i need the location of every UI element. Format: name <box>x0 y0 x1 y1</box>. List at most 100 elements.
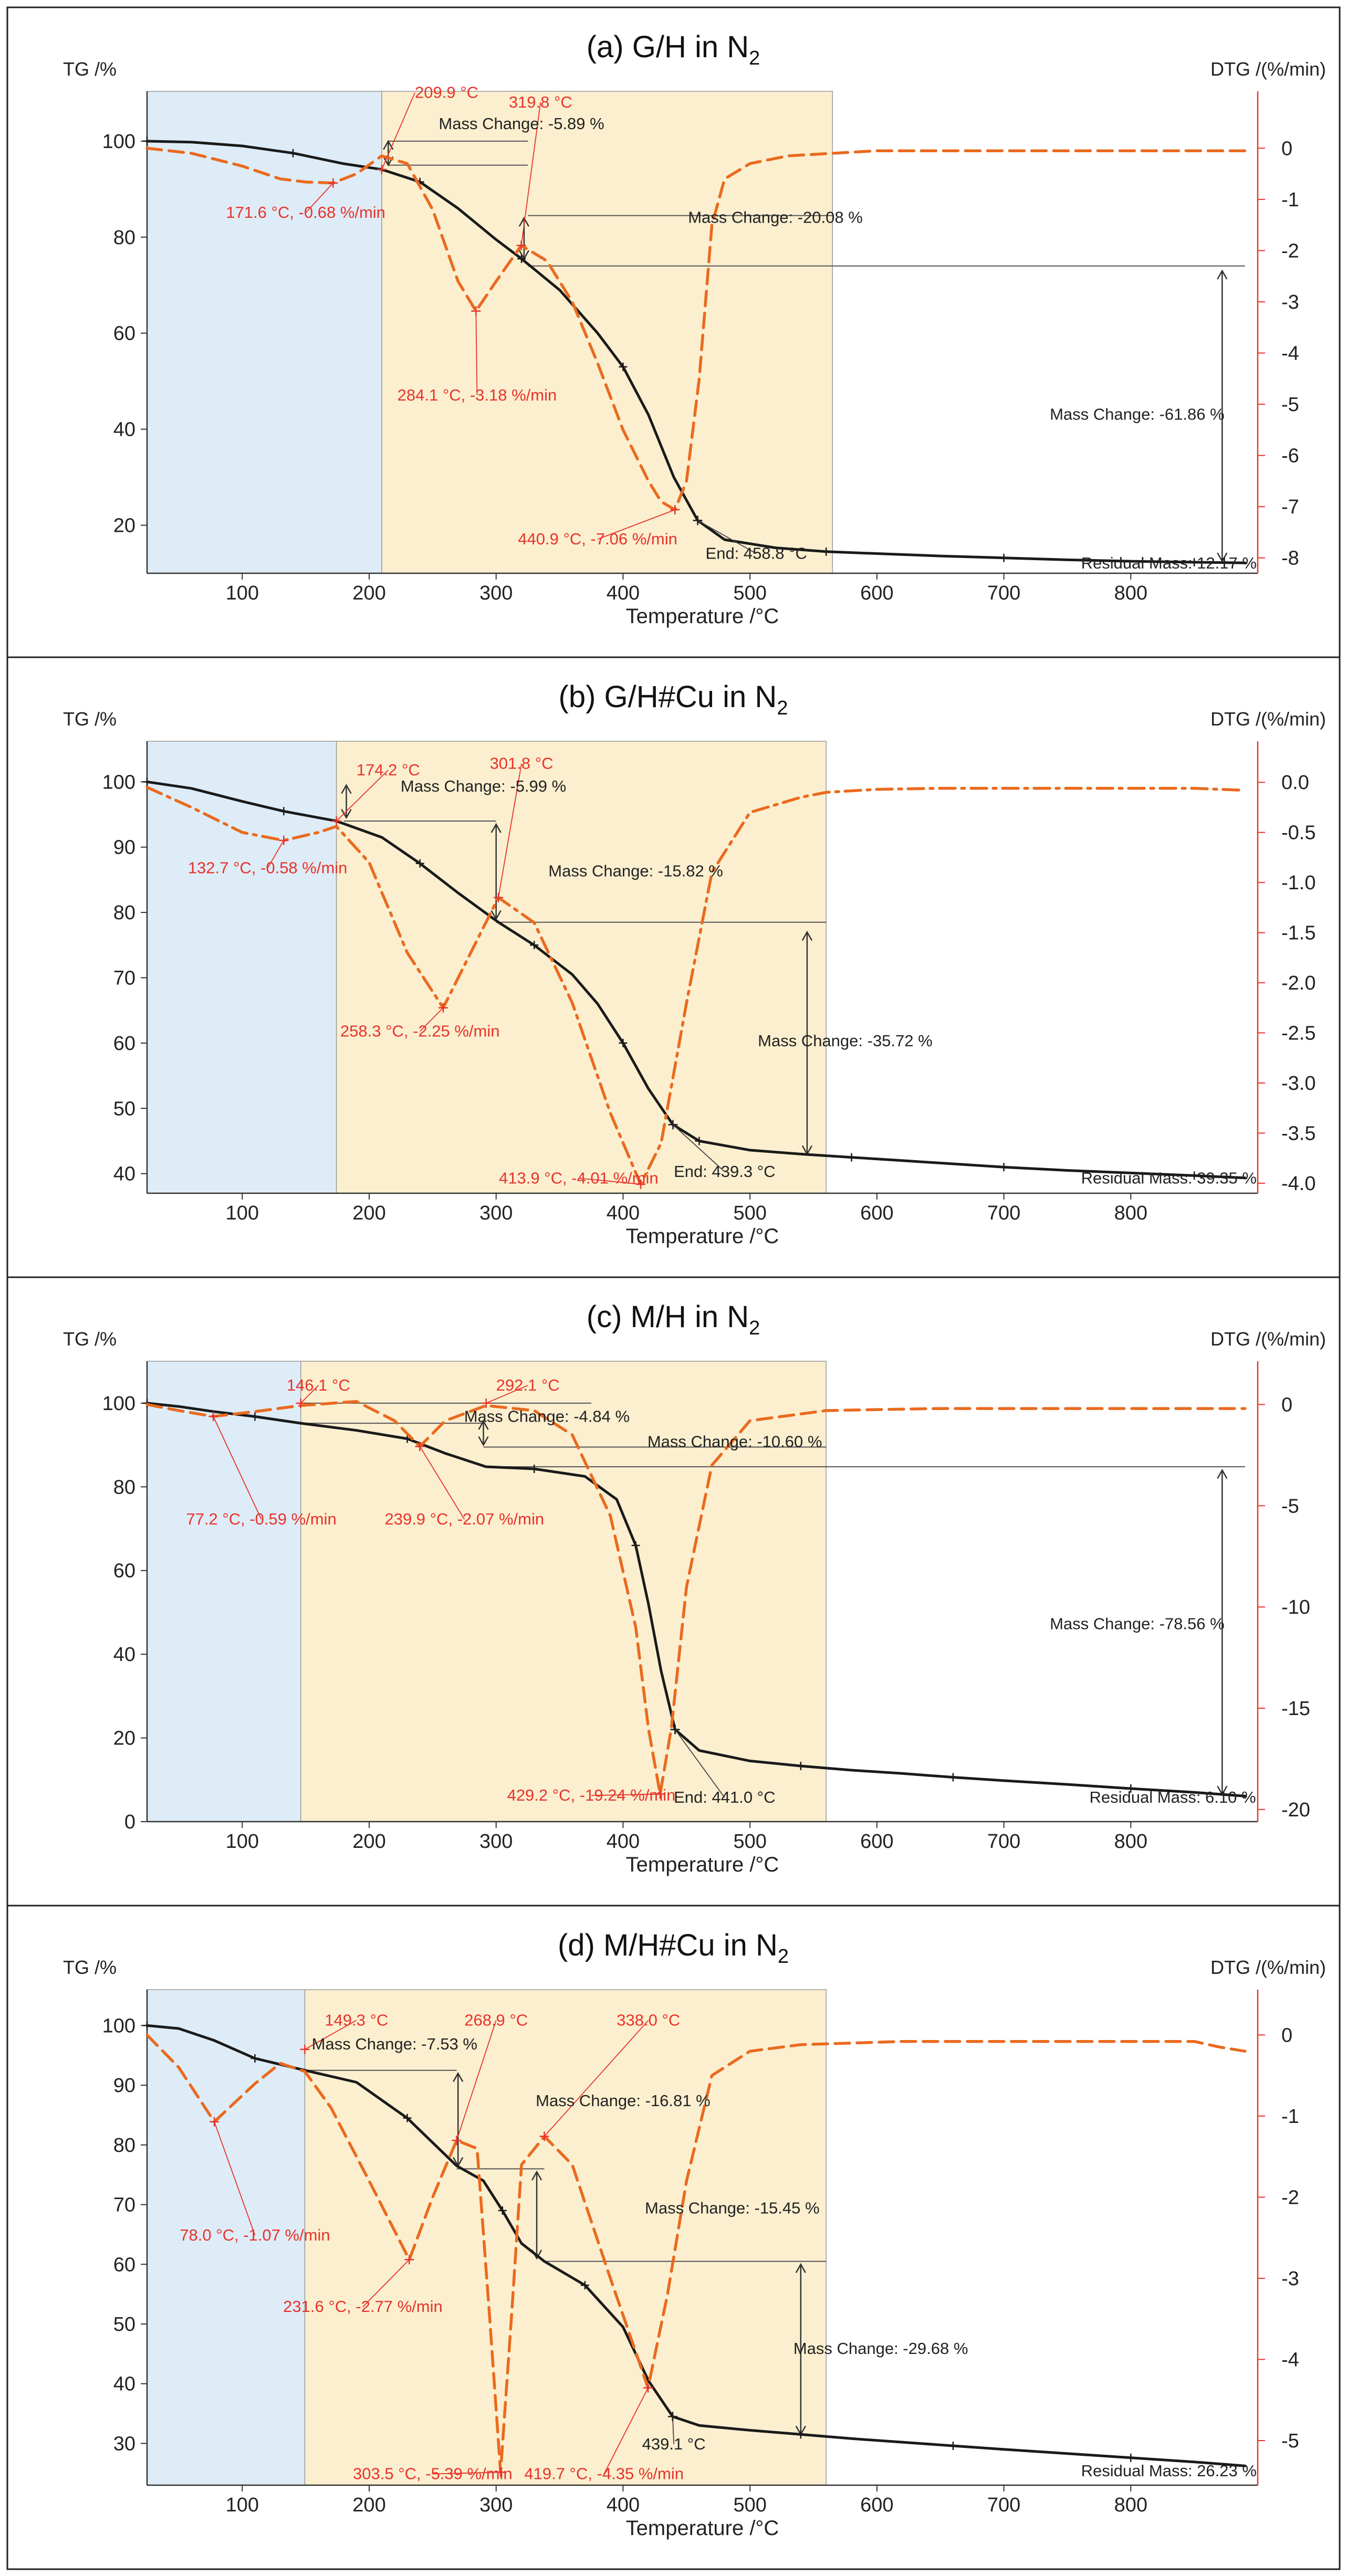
dtg-curve <box>145 146 1247 511</box>
peak-annotation-label: 319.8 °C <box>509 93 572 111</box>
tg-marker <box>415 859 424 868</box>
tg-marker <box>279 807 288 816</box>
y-left-tick-label: 100 <box>102 771 135 793</box>
x-tick-label: 500 <box>733 582 766 604</box>
x-tick-label: 800 <box>1114 582 1147 604</box>
x-tick-label: 500 <box>733 2494 766 2516</box>
panel-title-subscript: 2 <box>749 1317 760 1339</box>
x-tick-label: 400 <box>607 1831 640 1853</box>
x-tick-label: 500 <box>733 1831 766 1853</box>
annotation-leader <box>520 102 541 246</box>
x-tick-label: 500 <box>733 1202 766 1224</box>
y-left-tick-label: 70 <box>113 968 135 990</box>
y-left-tick-label: 70 <box>113 2194 135 2216</box>
y-right-tick-label: -0.5 <box>1281 822 1315 844</box>
mass-annotation-label: Mass Change: -5.89 % <box>438 114 604 133</box>
annotation-leader <box>420 1007 444 1032</box>
tg-marker <box>948 1773 957 1782</box>
y-left-tick-label: 40 <box>113 2373 135 2395</box>
x-tick-label: 700 <box>987 1202 1020 1224</box>
y-right-tick-label: -3 <box>1281 2268 1299 2290</box>
panel-title-main: (d) M/H#Cu in N <box>558 1928 778 1962</box>
y-axis-left-label: TG /% <box>63 1328 117 1350</box>
annotation-point <box>636 1179 646 1189</box>
mass-annotation-label: Mass Change: -10.60 % <box>648 1433 822 1451</box>
x-tick-label: 600 <box>860 2494 893 2516</box>
annotation-leader <box>475 311 478 395</box>
y-right-tick-label: -4.0 <box>1281 1173 1315 1195</box>
y-axis-right-label: DTG /(%/min) <box>1210 708 1326 730</box>
arrow-head-up <box>795 2263 806 2273</box>
peak-annotation-label: 174.2 °C <box>357 761 420 779</box>
annotation-leader <box>432 2472 501 2475</box>
y-right-tick-label: -15 <box>1281 1698 1310 1720</box>
y-axis-left-label: TG /% <box>63 708 117 730</box>
annotation-point <box>670 505 680 515</box>
y-left-tick-label: 50 <box>113 2314 135 2336</box>
y-left-tick-label: 0 <box>124 1811 135 1833</box>
annotation-point <box>516 240 526 250</box>
y-axis-right-label: DTG /(%/min) <box>1210 1957 1326 1978</box>
tg-marker <box>288 149 297 157</box>
panel-title: (c) M/H in N2 <box>587 1300 760 1339</box>
annotation-point <box>496 2467 506 2477</box>
mass-annotation-label: Mass Change: -29.68 % <box>793 2339 968 2358</box>
annotation-leader <box>498 763 522 898</box>
peak-annotation-label: 303.5 °C, -5.39 %/min <box>353 2465 513 2483</box>
tg-marker <box>143 2021 151 2030</box>
x-tick-label: 400 <box>607 2494 640 2516</box>
annotation-point <box>667 2412 677 2422</box>
tg-marker <box>948 2441 957 2450</box>
tg-curve <box>145 140 1247 564</box>
y-right-tick-label: -1 <box>1281 2106 1299 2128</box>
tg-marker <box>580 2281 589 2290</box>
y-right-tick-label: -8 <box>1281 548 1299 570</box>
y-axis-right-label: DTG /(%/min) <box>1210 58 1326 80</box>
arrow-head-up <box>531 2170 542 2181</box>
panel-title-subscript: 2 <box>749 47 760 69</box>
tg-marker <box>143 136 151 145</box>
x-tick-label: 200 <box>352 1202 385 1224</box>
y-left-tick-label: 20 <box>113 515 135 537</box>
mass-annotation-label: End: 458.8 °C <box>706 544 807 563</box>
annotation-leader <box>213 1416 262 1520</box>
tg-marker <box>530 941 539 950</box>
annotation-leader <box>456 2020 497 2141</box>
shaded-region-initial <box>147 91 382 574</box>
annotation-leader <box>603 2388 649 2475</box>
x-axis-label: Temperature /°C <box>626 1225 779 1248</box>
mass-annotation-label: Mass Change: -4.84 % <box>464 1407 630 1426</box>
tg-marker <box>530 1465 539 1474</box>
tg-marker <box>1190 1171 1199 1180</box>
arrow-head-down <box>478 1436 489 1447</box>
tg-curve <box>145 2024 1247 2467</box>
y-right-tick-label: -2.5 <box>1281 1023 1315 1045</box>
y-left-tick-label: 40 <box>113 419 135 441</box>
x-axis-label: Temperature /°C <box>626 2517 779 2540</box>
y-right-tick-label: -7 <box>1281 496 1299 518</box>
annotation-point <box>481 1398 491 1408</box>
y-right-tick-label: 0.0 <box>1281 772 1309 794</box>
annotation-leader <box>578 1177 641 1185</box>
annotation-leader <box>214 2121 256 2236</box>
annotation-leader <box>419 1446 465 1520</box>
mass-annotation-label: Residual Mass: 26.23 % <box>1081 2462 1257 2480</box>
annotation-point <box>404 2255 414 2265</box>
arrow-head-up <box>478 1420 489 1430</box>
mass-annotation-label: Residual Mass: 12.17 % <box>1081 554 1257 572</box>
tg-marker <box>999 553 1008 562</box>
shaded-region-initial <box>147 1361 301 1822</box>
peak-annotation-label: 268.9 °C <box>464 2011 528 2029</box>
panel-a: (a) G/H in N2 TG /% DTG /(%/min) Temperatur… <box>63 30 1326 628</box>
y-right-tick-label: -10 <box>1281 1596 1310 1618</box>
y-right-tick-label: -1.5 <box>1281 922 1315 944</box>
y-left-tick-label: 80 <box>113 902 135 924</box>
arrow-head-down <box>341 809 352 819</box>
y-right-tick-label: 0 <box>1281 1394 1292 1416</box>
dtg-curve <box>145 2033 1247 2474</box>
tg-marker <box>796 1761 805 1770</box>
annotation-leader <box>597 509 675 540</box>
y-right-tick-label: -2 <box>1281 240 1299 262</box>
